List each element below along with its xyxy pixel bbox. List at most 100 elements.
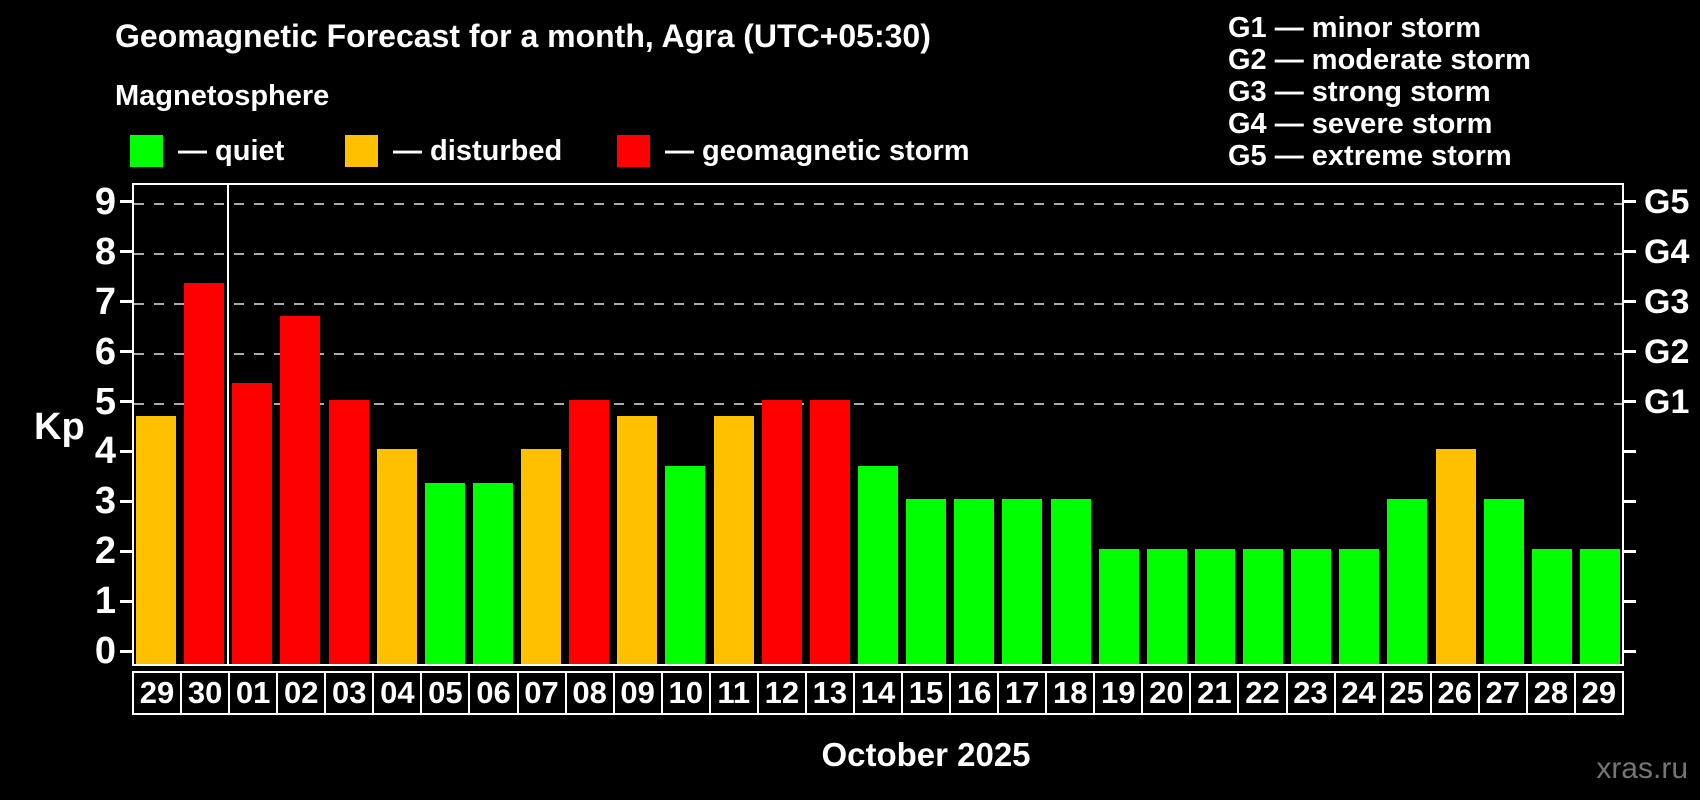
kp-bar-day-08 — [569, 399, 610, 664]
day-cell-15-14: 14 — [852, 671, 903, 715]
legend-item-quiet: — quiet — [130, 134, 284, 168]
legend-label-disturbed: — disturbed — [393, 134, 563, 167]
kp-bar-day-04 — [376, 449, 417, 664]
day-cell-13-12: 12 — [756, 671, 807, 715]
kp-bar-day-28 — [1531, 549, 1572, 664]
day-cell-23-22: 22 — [1237, 671, 1288, 715]
chart-subtitle: Magnetosphere — [115, 80, 330, 112]
kp-bar-day-03 — [328, 399, 369, 664]
kp-bar-day-22 — [1243, 549, 1284, 664]
right-tick-3 — [1624, 499, 1636, 503]
day-cell-8-07: 07 — [516, 671, 567, 715]
x-axis-day-labels: 29 30 01 02 03 04 05 06 07 08 09 10 11 12 13 14 15 16 17 18… — [132, 671, 1624, 715]
kp-bar-day-29 — [136, 415, 177, 664]
quiet-color-swatch-icon — [130, 135, 163, 167]
kp-bar-day-17 — [1002, 499, 1043, 664]
gridline-kp-6 — [134, 352, 1622, 355]
y-tick-label-7: 7 — [94, 280, 116, 323]
gridline-kp-8 — [134, 252, 1622, 255]
y-axis-title: Kp — [34, 406, 85, 448]
day-cell-22-21: 21 — [1189, 671, 1240, 715]
kp-bar-day-06 — [472, 482, 513, 664]
kp-bar-day-21 — [1194, 549, 1235, 664]
day-cell-21-20: 20 — [1141, 671, 1192, 715]
y-tick-4 — [120, 449, 132, 453]
right-tick-8 — [1624, 250, 1636, 254]
y-tick-6 — [120, 350, 132, 354]
legend-item-disturbed: — disturbed — [345, 134, 562, 168]
g-legend-line-5: G5 — extreme storm — [1228, 140, 1512, 172]
y-tick-1 — [120, 599, 132, 603]
y-tick-label-0: 0 — [94, 630, 116, 672]
kp-bar-day-15 — [906, 499, 947, 664]
right-tick-9 — [1624, 200, 1636, 204]
day-cell-25-24: 24 — [1333, 671, 1384, 715]
kp-bar-day-24 — [1339, 549, 1380, 664]
legend-label-quiet: — quiet — [178, 134, 285, 167]
g-legend-line-1: G1 — minor storm — [1228, 12, 1481, 44]
y-tick-label-5: 5 — [94, 380, 116, 423]
day-cell-2-01: 01 — [228, 671, 279, 715]
kp-bar-day-30 — [184, 283, 225, 664]
kp-bar-day-14 — [858, 465, 898, 664]
day-cell-10-09: 09 — [612, 671, 663, 715]
y-tick-label-9: 9 — [94, 180, 116, 223]
right-tick-5 — [1624, 400, 1636, 403]
gridline-kp-5 — [134, 402, 1622, 405]
y-tick-label-8: 8 — [94, 230, 116, 273]
disturbed-color-swatch-icon — [345, 135, 378, 167]
day-cell-3-02: 02 — [276, 671, 327, 715]
y-tick-2 — [120, 549, 132, 553]
day-cell-11-10: 10 — [660, 671, 711, 715]
day-cell-18-17: 17 — [997, 671, 1048, 715]
gridline-kp-9 — [134, 202, 1622, 205]
day-cell-26-25: 25 — [1381, 671, 1432, 715]
month-boundary-line — [227, 185, 230, 664]
chart-title: Geomagnetic Forecast for a month, Agra (… — [115, 18, 931, 54]
day-cell-17-16: 16 — [949, 671, 1000, 715]
kp-bar-day-02 — [280, 316, 321, 664]
kp-bar-day-18 — [1050, 499, 1091, 664]
gridline-kp-7 — [134, 302, 1622, 305]
kp-bar-day-05 — [424, 482, 465, 664]
y-tick-label-1: 1 — [94, 580, 116, 623]
y-tick-label-2: 2 — [94, 530, 116, 573]
g-legend-line-3: G3 — strong storm — [1228, 76, 1491, 108]
x-axis-title: October 2025 — [821, 736, 1031, 773]
y-tick-8 — [120, 250, 132, 254]
day-cell-4-03: 03 — [324, 671, 375, 715]
right-tick-0 — [1624, 649, 1636, 653]
day-cell-30-29: 29 — [1573, 671, 1624, 715]
y-tick-0 — [120, 649, 132, 653]
right-axis-label-g3: G3 — [1644, 282, 1690, 321]
y-tick-9 — [120, 200, 132, 204]
kp-bar-day-11 — [713, 415, 754, 664]
g-legend-line-2: G2 — moderate storm — [1228, 44, 1531, 76]
day-cell-7-06: 06 — [468, 671, 519, 715]
right-axis-label-g5: G5 — [1644, 182, 1690, 221]
right-tick-6 — [1624, 350, 1636, 354]
right-tick-1 — [1624, 599, 1636, 603]
y-tick-5 — [120, 400, 132, 403]
right-tick-2 — [1624, 549, 1636, 553]
y-tick-3 — [120, 499, 132, 503]
day-cell-12-11: 11 — [708, 671, 759, 715]
legend-item-storm: — geomagnetic storm — [617, 134, 970, 168]
kp-bar-day-16 — [954, 499, 995, 664]
y-tick-label-3: 3 — [94, 480, 116, 523]
right-tick-7 — [1624, 300, 1636, 304]
day-cell-16-15: 15 — [901, 671, 952, 715]
kp-bar-day-13 — [809, 399, 850, 664]
day-cell-20-19: 19 — [1093, 671, 1144, 715]
storm-color-swatch-icon — [617, 135, 650, 167]
day-cell-1-30: 30 — [180, 671, 231, 715]
y-tick-label-4: 4 — [94, 430, 116, 473]
kp-bar-day-09 — [617, 415, 658, 664]
kp-bar-day-26 — [1435, 449, 1476, 664]
right-axis-label-g4: G4 — [1644, 232, 1690, 271]
day-cell-19-18: 18 — [1045, 671, 1096, 715]
day-cell-6-05: 05 — [420, 671, 471, 715]
right-tick-4 — [1624, 449, 1636, 453]
kp-bar-day-01 — [232, 383, 273, 664]
